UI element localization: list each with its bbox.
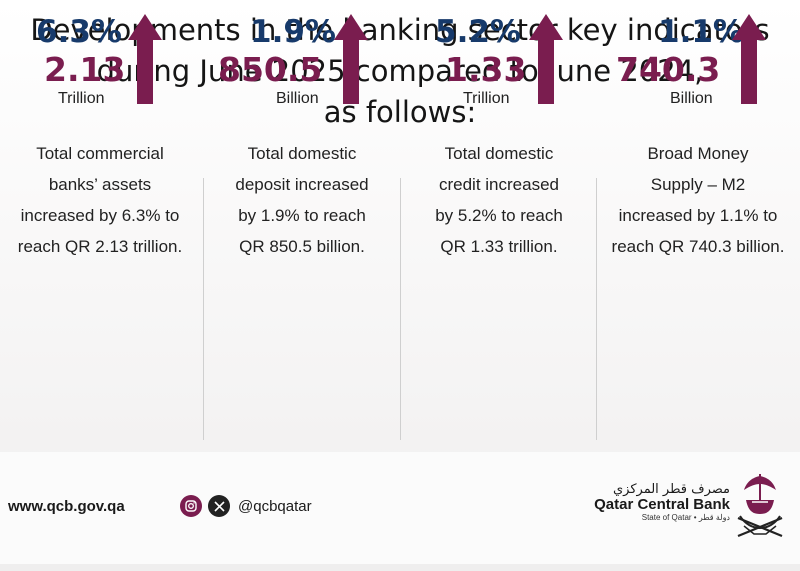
qcb-emblem-icon	[737, 474, 783, 538]
page-title: Developments in the banking sector key i…	[0, 10, 800, 133]
logo-subtitle: State of Qatar • دولة قطر	[641, 513, 730, 522]
social-handle[interactable]: @qcbqatar	[238, 497, 312, 515]
indicator-value: 2.13	[44, 50, 126, 89]
indicator-value: 740.3	[616, 50, 721, 89]
divider	[400, 178, 401, 440]
instagram-icon[interactable]	[180, 495, 202, 517]
footer: www.qcb.gov.qa @qcbqatar مصرف قطر المركز…	[0, 452, 800, 564]
title-line-2: during June 2025 compared to June 2024,	[96, 54, 704, 88]
indicator-value: 1.33	[445, 50, 527, 89]
indicator-card-credit: 5.2% 1.33 Trillion Total domestic credit…	[401, 0, 597, 270]
x-icon[interactable]	[208, 495, 230, 517]
up-arrow-icon	[732, 14, 766, 104]
indicator-unit: Trillion	[58, 90, 105, 107]
logo-arabic-name: مصرف قطر المركزي	[613, 482, 730, 497]
divider	[203, 178, 204, 440]
indicator-percent: 5.2%	[435, 14, 521, 50]
indicator-card-deposits: 1.9% 850.5 Billion Total domestic deposi…	[204, 0, 400, 270]
indicator-unit: Billion	[276, 90, 319, 107]
indicator-description: Total domestic deposit increased by 1.9%…	[235, 144, 369, 256]
divider	[596, 178, 597, 440]
up-arrow-icon	[128, 14, 162, 104]
up-arrow-icon	[529, 14, 563, 104]
indicator-card-broad-money: 1.1% 740.3 Billion Broad Money Supply – …	[598, 0, 794, 270]
qcb-logo-text: مصرف قطر المركزي Qatar Central Bank Stat…	[594, 482, 730, 522]
indicator-description: Total commercial banks’ assets increased…	[17, 144, 183, 256]
indicator-percent: 1.1%	[658, 14, 744, 50]
indicator-unit: Billion	[670, 90, 713, 107]
up-arrow-icon	[334, 14, 368, 104]
indicator-percent: 1.9%	[250, 14, 336, 50]
indicator-percent: 6.3%	[36, 14, 122, 50]
website-link[interactable]: www.qcb.gov.qa	[8, 498, 125, 515]
indicator-description: Total domestic credit increased by 5.2% …	[435, 144, 563, 256]
indicator-unit: Trillion	[463, 90, 510, 107]
indicator-description: Broad Money Supply – M2 increased by 1.1…	[611, 144, 785, 256]
logo-english-name: Qatar Central Bank	[594, 496, 730, 513]
indicator-value: 850.5	[218, 50, 323, 89]
indicator-card-assets: 6.3% 2.13 Trillion Total commercial bank…	[0, 0, 196, 270]
social-links: @qcbqatar	[180, 494, 312, 518]
